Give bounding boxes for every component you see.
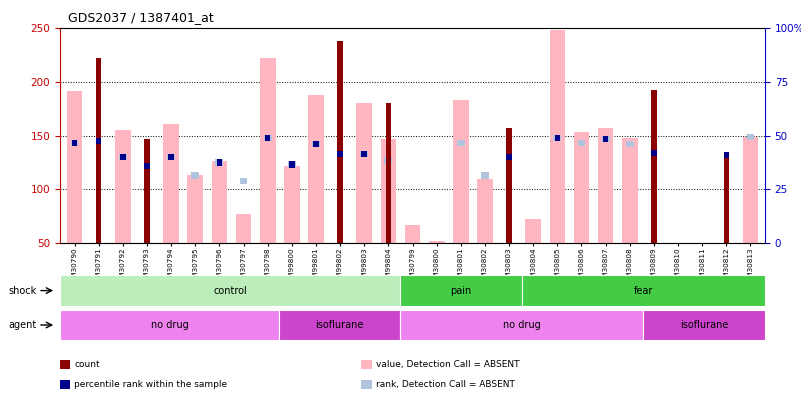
Text: isoflurane: isoflurane	[680, 320, 728, 330]
Bar	[163, 124, 179, 243]
Bar	[191, 172, 199, 179]
Bar	[433, 251, 441, 257]
Bar	[312, 141, 320, 147]
Bar	[144, 162, 150, 169]
Bar	[651, 90, 657, 243]
Bar	[380, 139, 396, 243]
Text: shock: shock	[8, 286, 36, 296]
Bar	[260, 58, 276, 243]
Text: pain: pain	[450, 286, 472, 296]
Bar	[66, 91, 83, 243]
Bar	[477, 179, 493, 243]
Bar	[337, 151, 343, 157]
Bar	[187, 175, 203, 243]
Bar	[72, 140, 78, 147]
Bar	[235, 214, 252, 243]
Bar	[694, 243, 710, 251]
Bar	[239, 177, 248, 184]
Bar	[578, 140, 586, 147]
Bar	[457, 140, 465, 147]
Bar	[211, 162, 227, 243]
Bar	[313, 141, 319, 147]
Text: no drug: no drug	[151, 320, 188, 330]
Bar	[361, 151, 367, 157]
Text: count: count	[74, 360, 100, 369]
Bar	[522, 275, 765, 306]
Bar	[554, 134, 560, 141]
Bar	[626, 141, 634, 147]
Bar	[337, 41, 343, 243]
Bar	[289, 162, 295, 168]
Text: fear: fear	[634, 286, 653, 296]
Bar	[723, 152, 729, 158]
Text: value, Detection Call = ABSENT: value, Detection Call = ABSENT	[376, 360, 519, 369]
Bar	[265, 134, 271, 141]
Bar	[481, 172, 489, 179]
Bar	[400, 310, 643, 340]
Bar	[598, 128, 614, 243]
Bar	[96, 138, 102, 144]
Text: rank, Detection Call = ABSENT: rank, Detection Call = ABSENT	[376, 380, 514, 389]
Bar	[529, 246, 537, 253]
Bar	[215, 159, 223, 166]
Bar	[384, 157, 392, 164]
Bar	[400, 275, 522, 306]
Bar	[553, 134, 562, 141]
Bar	[622, 138, 638, 243]
Bar	[385, 104, 391, 243]
Bar	[264, 134, 272, 141]
Text: no drug: no drug	[503, 320, 541, 330]
Text: percentile rank within the sample: percentile rank within the sample	[74, 380, 227, 389]
Bar	[743, 137, 759, 243]
Bar	[549, 30, 566, 243]
Bar	[651, 149, 657, 156]
Bar	[643, 310, 765, 340]
Bar	[603, 136, 609, 142]
Bar	[356, 104, 372, 243]
Bar	[429, 241, 445, 243]
Bar	[453, 100, 469, 243]
Bar	[96, 58, 102, 243]
Bar	[288, 162, 296, 168]
Bar	[168, 154, 174, 160]
Bar	[602, 136, 610, 142]
Bar	[284, 166, 300, 243]
Bar	[525, 220, 541, 243]
Text: control: control	[213, 286, 247, 296]
Bar	[144, 139, 150, 243]
Bar	[60, 275, 400, 306]
Bar	[115, 130, 131, 243]
Bar	[216, 159, 222, 166]
Bar	[120, 154, 126, 160]
Bar	[409, 245, 417, 252]
Bar	[506, 128, 512, 243]
Bar	[698, 251, 706, 257]
Bar	[723, 157, 729, 243]
Bar	[506, 154, 512, 160]
Bar	[747, 134, 755, 140]
Bar	[670, 243, 686, 245]
Bar	[405, 225, 421, 243]
Bar	[70, 140, 78, 147]
Bar	[279, 310, 400, 340]
Bar	[60, 310, 279, 340]
Text: agent: agent	[8, 320, 36, 330]
Bar	[167, 154, 175, 160]
Text: isoflurane: isoflurane	[316, 320, 364, 330]
Bar	[360, 151, 368, 157]
Text: GDS2037 / 1387401_at: GDS2037 / 1387401_at	[68, 11, 214, 24]
Bar	[308, 95, 324, 243]
Bar	[119, 154, 127, 160]
Bar	[674, 247, 682, 254]
Bar	[574, 132, 590, 243]
